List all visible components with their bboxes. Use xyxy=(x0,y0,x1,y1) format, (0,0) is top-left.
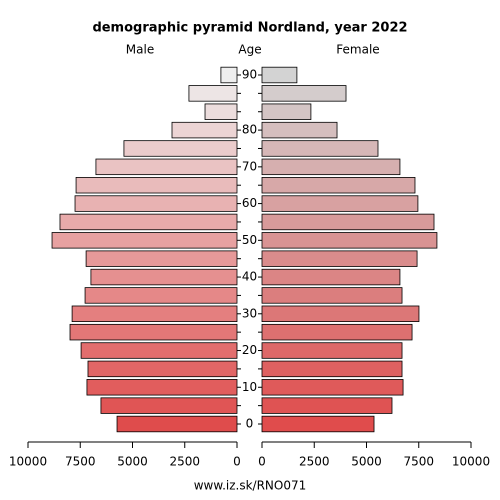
bar xyxy=(220,66,238,84)
x-tick-label: 2500 xyxy=(169,455,200,469)
bar xyxy=(261,121,338,139)
y-tick-label: 10 xyxy=(242,380,257,394)
x-tick-label: 0 xyxy=(258,455,266,469)
bar xyxy=(261,379,404,396)
x-tick-label: 7500 xyxy=(65,455,96,469)
bar xyxy=(51,232,238,249)
bar xyxy=(261,66,298,84)
bar xyxy=(261,195,419,212)
bar xyxy=(123,140,238,157)
x-tick-label: 5000 xyxy=(351,455,382,469)
bar xyxy=(75,177,238,194)
bar xyxy=(261,268,401,286)
bar xyxy=(261,360,403,378)
y-tick-label: 80 xyxy=(242,123,257,137)
bar xyxy=(261,158,401,176)
bar xyxy=(261,213,435,231)
chart-title: demographic pyramid Nordland, year 2022 xyxy=(92,21,407,36)
bar xyxy=(261,305,420,322)
bar xyxy=(188,85,238,102)
x-tick-label: 0 xyxy=(233,455,241,469)
bar xyxy=(261,250,418,267)
bar xyxy=(74,195,238,212)
x-tick-label: 7500 xyxy=(403,455,434,469)
bar xyxy=(59,213,238,231)
bar xyxy=(261,287,403,304)
bar xyxy=(90,268,238,286)
footer: www.iz.sk/RNO071 xyxy=(194,479,307,493)
y-tick-label: 90 xyxy=(242,68,257,82)
bar xyxy=(80,342,238,359)
bar xyxy=(261,85,347,102)
y-tick-label: 40 xyxy=(242,270,257,284)
x-tick-label: 10000 xyxy=(9,455,47,469)
y-tick-label: 50 xyxy=(242,233,257,247)
bar xyxy=(261,415,375,433)
x-tick-label: 2500 xyxy=(299,455,330,469)
bar xyxy=(95,158,238,176)
y-tick-label: 20 xyxy=(242,343,257,357)
y-tick-label: 60 xyxy=(242,196,257,210)
bar xyxy=(261,103,312,120)
bar xyxy=(71,305,238,322)
y-tick-label: 30 xyxy=(242,306,257,320)
bar xyxy=(85,250,238,267)
bar xyxy=(261,177,416,194)
y-tick-label: 70 xyxy=(242,159,257,173)
bar xyxy=(261,232,438,249)
bar xyxy=(84,287,238,304)
left-label: Male xyxy=(126,43,154,57)
x-tick-label: 5000 xyxy=(117,455,148,469)
bar xyxy=(86,379,238,396)
right-label: Female xyxy=(336,43,379,57)
bar xyxy=(69,323,238,341)
x-tick-label: 10000 xyxy=(452,455,490,469)
y-tick-label: 0 xyxy=(246,417,254,431)
bar xyxy=(116,415,238,433)
bar xyxy=(261,323,413,341)
bar xyxy=(204,103,238,120)
center-label: Age xyxy=(238,43,261,57)
bar xyxy=(261,342,403,359)
bar xyxy=(171,121,238,139)
bar xyxy=(100,397,238,414)
bar xyxy=(261,397,393,414)
bar xyxy=(261,140,379,157)
bar xyxy=(87,360,238,378)
